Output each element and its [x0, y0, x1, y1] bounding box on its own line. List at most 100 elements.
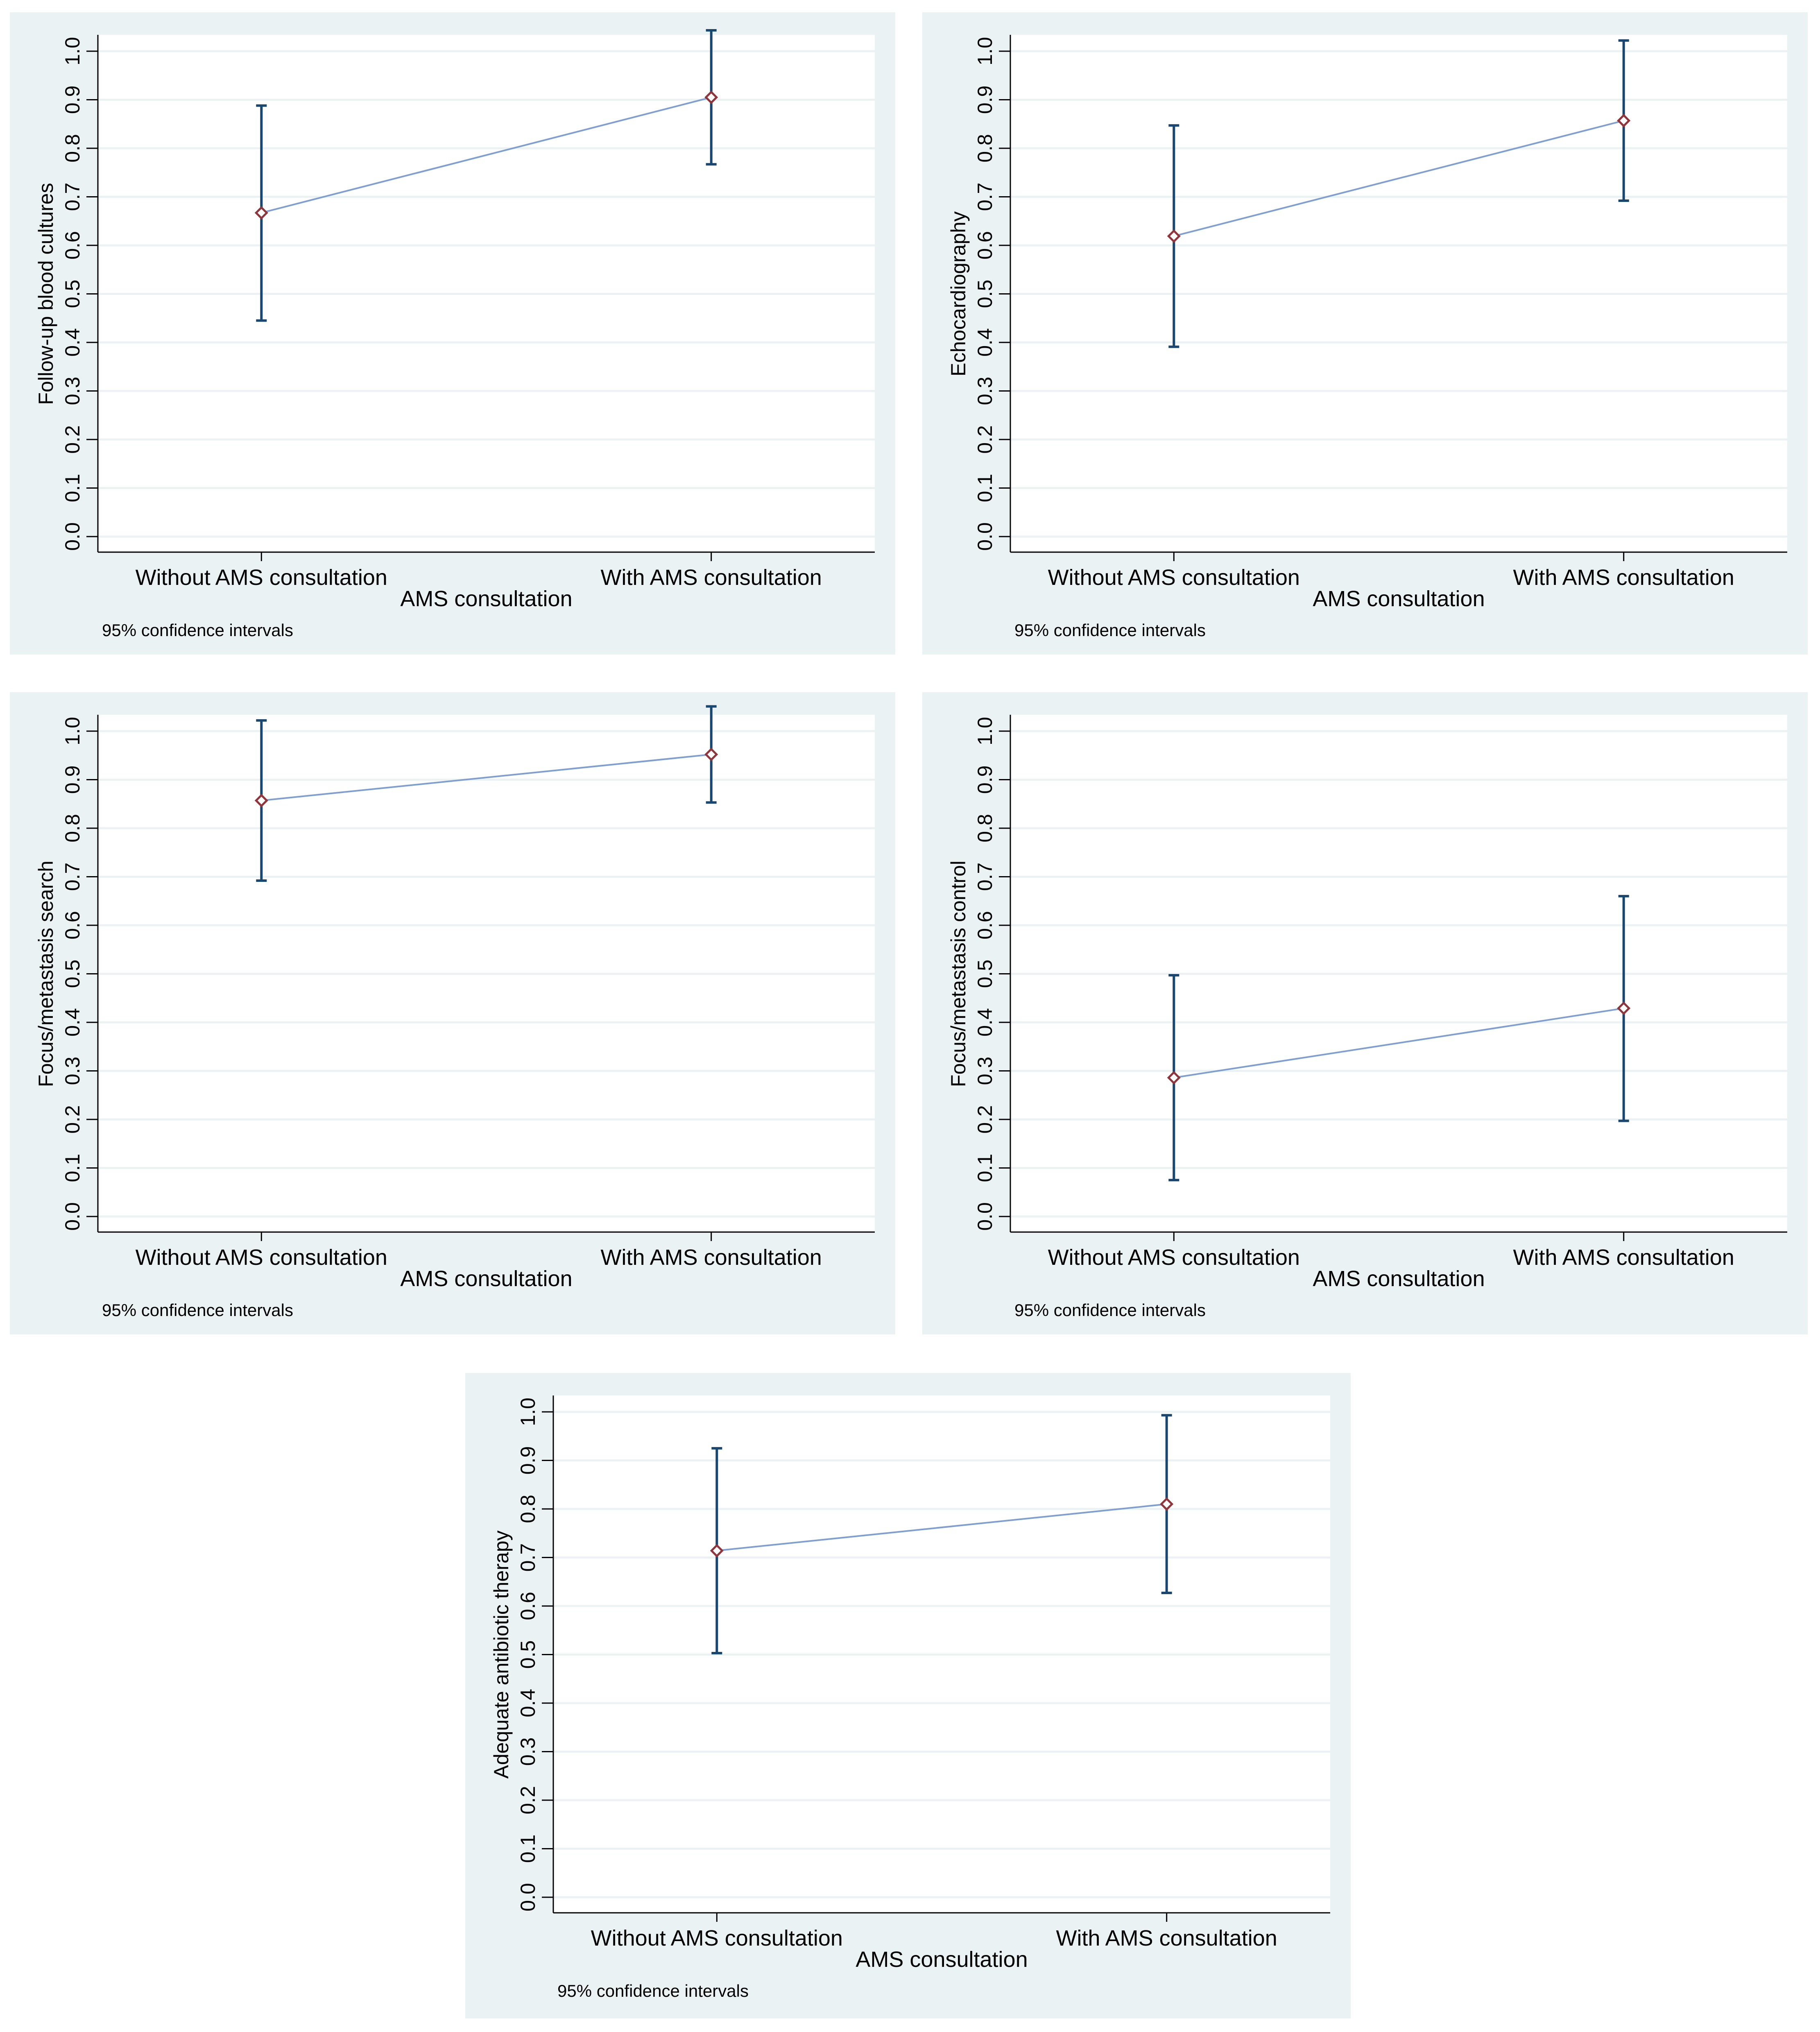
y-tick-label: 0.4 [516, 1689, 539, 1717]
y-axis-title: Focus/metastasis control [947, 861, 970, 1087]
y-tick-label: 0.1 [973, 1154, 996, 1183]
y-tick-label: 0.7 [516, 1543, 539, 1572]
series-line [717, 1503, 1167, 1552]
chart-panel-echocardiography: 0.0 0.1 0.2 0.3 0.4 0.5 0.6 0.7 0.8 0.9 1.0 Without… [922, 12, 1808, 655]
series-line [261, 96, 712, 214]
ci-note: 95% confidence intervals [1014, 621, 1206, 640]
y-tick-label: 0.6 [61, 231, 84, 260]
y-tick-label: 0.8 [973, 814, 996, 843]
y-tick-label: 0.0 [973, 1202, 996, 1231]
y-tick-label: 1.0 [973, 717, 996, 745]
y-tick-label: 1.0 [973, 37, 996, 66]
y-tick-label: 0.4 [61, 1008, 84, 1037]
x-axis-title: AMS consultation [856, 1947, 1028, 1972]
chart-panel-follow-up-blood-cultures: 0.0 0.1 0.2 0.3 0.4 0.5 0.6 0.7 0.8 0.9 1.0 Without… [10, 12, 895, 655]
y-tick-label: 0.8 [61, 814, 84, 843]
y-tick-label: 0.0 [973, 522, 996, 551]
y-tick-label: 0.8 [516, 1495, 539, 1523]
x-tick-label: Without AMS consultation [1048, 565, 1300, 590]
y-tick-label: 0.2 [61, 1105, 84, 1134]
ci-note: 95% confidence intervals [557, 1981, 749, 2000]
series-line [261, 753, 711, 802]
ci-note: 95% confidence intervals [102, 1300, 293, 1320]
x-tick-label: Without AMS consultation [1048, 1245, 1300, 1270]
data-point [704, 748, 718, 761]
x-tick-label: With AMS consultation [1513, 565, 1734, 590]
x-tick-label: Without AMS consultation [591, 1926, 843, 1950]
y-tick-label: 0.5 [61, 280, 84, 308]
data-point [254, 206, 268, 220]
data-point [704, 91, 718, 104]
y-tick-label: 0.9 [973, 766, 996, 794]
y-tick-label: 0.3 [973, 377, 996, 405]
data-point [1617, 1001, 1631, 1015]
y-tick-label: 0.7 [61, 183, 84, 211]
y-tick-label: 0.1 [516, 1835, 539, 1863]
y-tick-label: 1.0 [61, 717, 84, 745]
y-tick-label: 0.9 [61, 86, 84, 114]
y-tick-label: 0.7 [973, 863, 996, 891]
x-tick-label: With AMS consultation [1056, 1926, 1277, 1950]
y-tick-label: 0.4 [973, 328, 996, 357]
chart-panel-adequate-antibiotic-therapy: 0.0 0.1 0.2 0.3 0.4 0.5 0.6 0.7 0.8 0.9 1.0 Without… [465, 1373, 1351, 2018]
y-tick-label: 0.5 [973, 960, 996, 988]
y-tick-label: 0.2 [61, 425, 84, 454]
y-tick-label: 0.7 [973, 183, 996, 211]
y-tick-label: 0.0 [516, 1883, 539, 1912]
y-tick-label: 0.3 [61, 377, 84, 405]
data-point [1167, 1071, 1181, 1085]
y-tick-label: 0.9 [516, 1446, 539, 1475]
y-tick-label: 0.2 [973, 1105, 996, 1134]
x-axis-title: AMS consultation [1313, 587, 1485, 611]
chart-svg: 0.0 0.1 0.2 0.3 0.4 0.5 0.6 0.7 0.8 0.9 1.0 Without… [947, 35, 1787, 640]
y-tick-label: 1.0 [61, 37, 84, 66]
x-tick-label: Without AMS consultation [136, 1245, 387, 1270]
chart-panel-focus-metastasis-search: 0.0 0.1 0.2 0.3 0.4 0.5 0.6 0.7 0.8 0.9 1.0 Without… [10, 692, 895, 1334]
y-axis-title: Focus/metastasis search [34, 861, 57, 1087]
series-line [1173, 120, 1624, 237]
x-tick-label: With AMS consultation [601, 565, 822, 590]
y-tick-label: 0.4 [61, 328, 84, 357]
y-tick-label: 0.1 [61, 474, 84, 503]
y-tick-label: 0.1 [61, 1154, 84, 1183]
chart-svg: 0.0 0.1 0.2 0.3 0.4 0.5 0.6 0.7 0.8 0.9 1.0 Without… [947, 715, 1787, 1320]
data-point [1617, 113, 1631, 127]
chart-panel-focus-metastasis-control: 0.0 0.1 0.2 0.3 0.4 0.5 0.6 0.7 0.8 0.9 1.0 Without… [922, 692, 1808, 1334]
data-point [710, 1544, 724, 1558]
x-tick-label: With AMS consultation [1513, 1245, 1734, 1270]
series-line [1174, 1007, 1624, 1079]
y-tick-label: 0.9 [61, 766, 84, 794]
chart-svg: 0.0 0.1 0.2 0.3 0.4 0.5 0.6 0.7 0.8 0.9 1.0 Without… [34, 29, 875, 640]
y-tick-label: 0.6 [61, 911, 84, 940]
y-tick-label: 0.3 [973, 1057, 996, 1085]
y-tick-label: 0.5 [61, 960, 84, 988]
y-tick-label: 0.6 [973, 911, 996, 940]
y-tick-label: 0.6 [973, 231, 996, 260]
y-tick-label: 0.8 [973, 134, 996, 163]
chart-svg: 0.0 0.1 0.2 0.3 0.4 0.5 0.6 0.7 0.8 0.9 1.0 Without… [34, 705, 875, 1320]
x-tick-label: Without AMS consultation [136, 565, 387, 590]
data-point [1167, 229, 1181, 243]
x-axis-title: AMS consultation [400, 1266, 572, 1291]
y-tick-label: 0.0 [61, 522, 84, 551]
y-tick-label: 0.9 [973, 86, 996, 114]
y-tick-label: 0.6 [516, 1592, 539, 1620]
ci-note: 95% confidence intervals [102, 621, 293, 640]
y-tick-label: 0.2 [516, 1786, 539, 1815]
x-tick-label: With AMS consultation [601, 1245, 822, 1270]
y-tick-label: 0.3 [61, 1057, 84, 1085]
y-tick-label: 0.4 [973, 1008, 996, 1037]
data-point [1160, 1497, 1174, 1511]
y-axis-title: Follow-up blood cultures [34, 183, 57, 405]
chart-svg: 0.0 0.1 0.2 0.3 0.4 0.5 0.6 0.7 0.8 0.9 1.0 Without… [490, 1395, 1330, 2000]
x-axis-title: AMS consultation [400, 587, 572, 611]
y-tick-label: 0.5 [516, 1640, 539, 1669]
y-tick-label: 0.8 [61, 134, 84, 163]
ci-note: 95% confidence intervals [1014, 1300, 1206, 1320]
y-tick-label: 0.1 [973, 474, 996, 503]
x-axis-title: AMS consultation [1313, 1266, 1485, 1291]
y-tick-label: 0.0 [61, 1202, 84, 1231]
y-axis-title: Echocardiography [947, 211, 970, 376]
y-tick-label: 0.3 [516, 1738, 539, 1766]
data-point [254, 793, 268, 807]
